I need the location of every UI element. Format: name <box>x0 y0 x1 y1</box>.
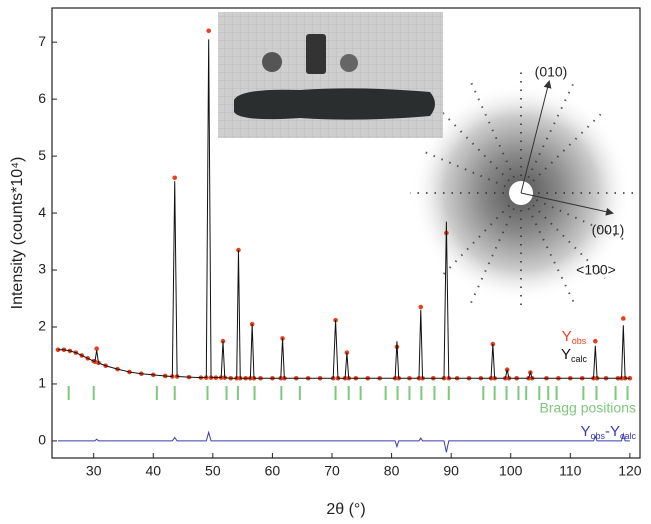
obs-point <box>418 304 424 310</box>
legend-text: obs <box>572 336 587 346</box>
x-tick-label: 100 <box>499 463 523 479</box>
legend-label: Ycalc <box>561 346 588 364</box>
annotation: (010) <box>535 64 568 80</box>
x-tick-label: 90 <box>443 463 459 479</box>
legend-text: calc <box>620 431 637 441</box>
x-tick-label: 40 <box>145 463 161 479</box>
x-tick-label: 60 <box>265 463 281 479</box>
obs-point <box>55 347 61 353</box>
bragg-label: Bragg positions <box>539 400 636 416</box>
series-line <box>57 430 630 453</box>
legend-label: Yobs-Ycalc <box>580 423 636 441</box>
y-tick-label: 3 <box>38 261 46 277</box>
y-tick-label: 7 <box>38 33 46 49</box>
y-tick-label: 1 <box>38 375 46 391</box>
y-tick-label: 2 <box>38 318 46 334</box>
series-line <box>57 39 630 379</box>
x-tick-label: 50 <box>205 463 221 479</box>
obs-point <box>627 375 633 381</box>
obs-point <box>593 338 598 344</box>
obs-point <box>206 28 211 34</box>
y-tick-label: 5 <box>38 147 46 163</box>
laue-pattern <box>410 70 635 310</box>
x-tick-label: 30 <box>86 463 102 479</box>
photo-inset <box>218 12 443 138</box>
plot-frame <box>51 7 641 459</box>
annotation: (001) <box>592 222 625 238</box>
legend-text: -Y <box>605 423 620 440</box>
y-axis-label: Intensity (counts*10⁴) <box>9 157 26 310</box>
y-tick-label: 4 <box>38 204 46 220</box>
x-tick-label: 70 <box>324 463 340 479</box>
obs-point <box>94 346 99 351</box>
x-tick-label: 120 <box>618 463 642 479</box>
legend-label: Yobs <box>562 328 587 346</box>
y-tick-label: 0 <box>38 432 46 448</box>
legend-text: Y <box>561 346 571 363</box>
y-tick-label: 6 <box>38 90 46 106</box>
legend-text: calc <box>571 354 588 364</box>
legend-text: Y <box>562 328 572 345</box>
obs-point <box>621 316 626 321</box>
x-tick-label: 110 <box>559 463 582 479</box>
legend-text: obs <box>590 431 605 441</box>
x-axis-label: 2θ (°) <box>326 501 365 518</box>
obs-point <box>172 175 178 181</box>
annotation: <100> <box>576 262 616 278</box>
x-tick-label: 80 <box>384 463 400 479</box>
legend-text: Y <box>580 423 590 440</box>
